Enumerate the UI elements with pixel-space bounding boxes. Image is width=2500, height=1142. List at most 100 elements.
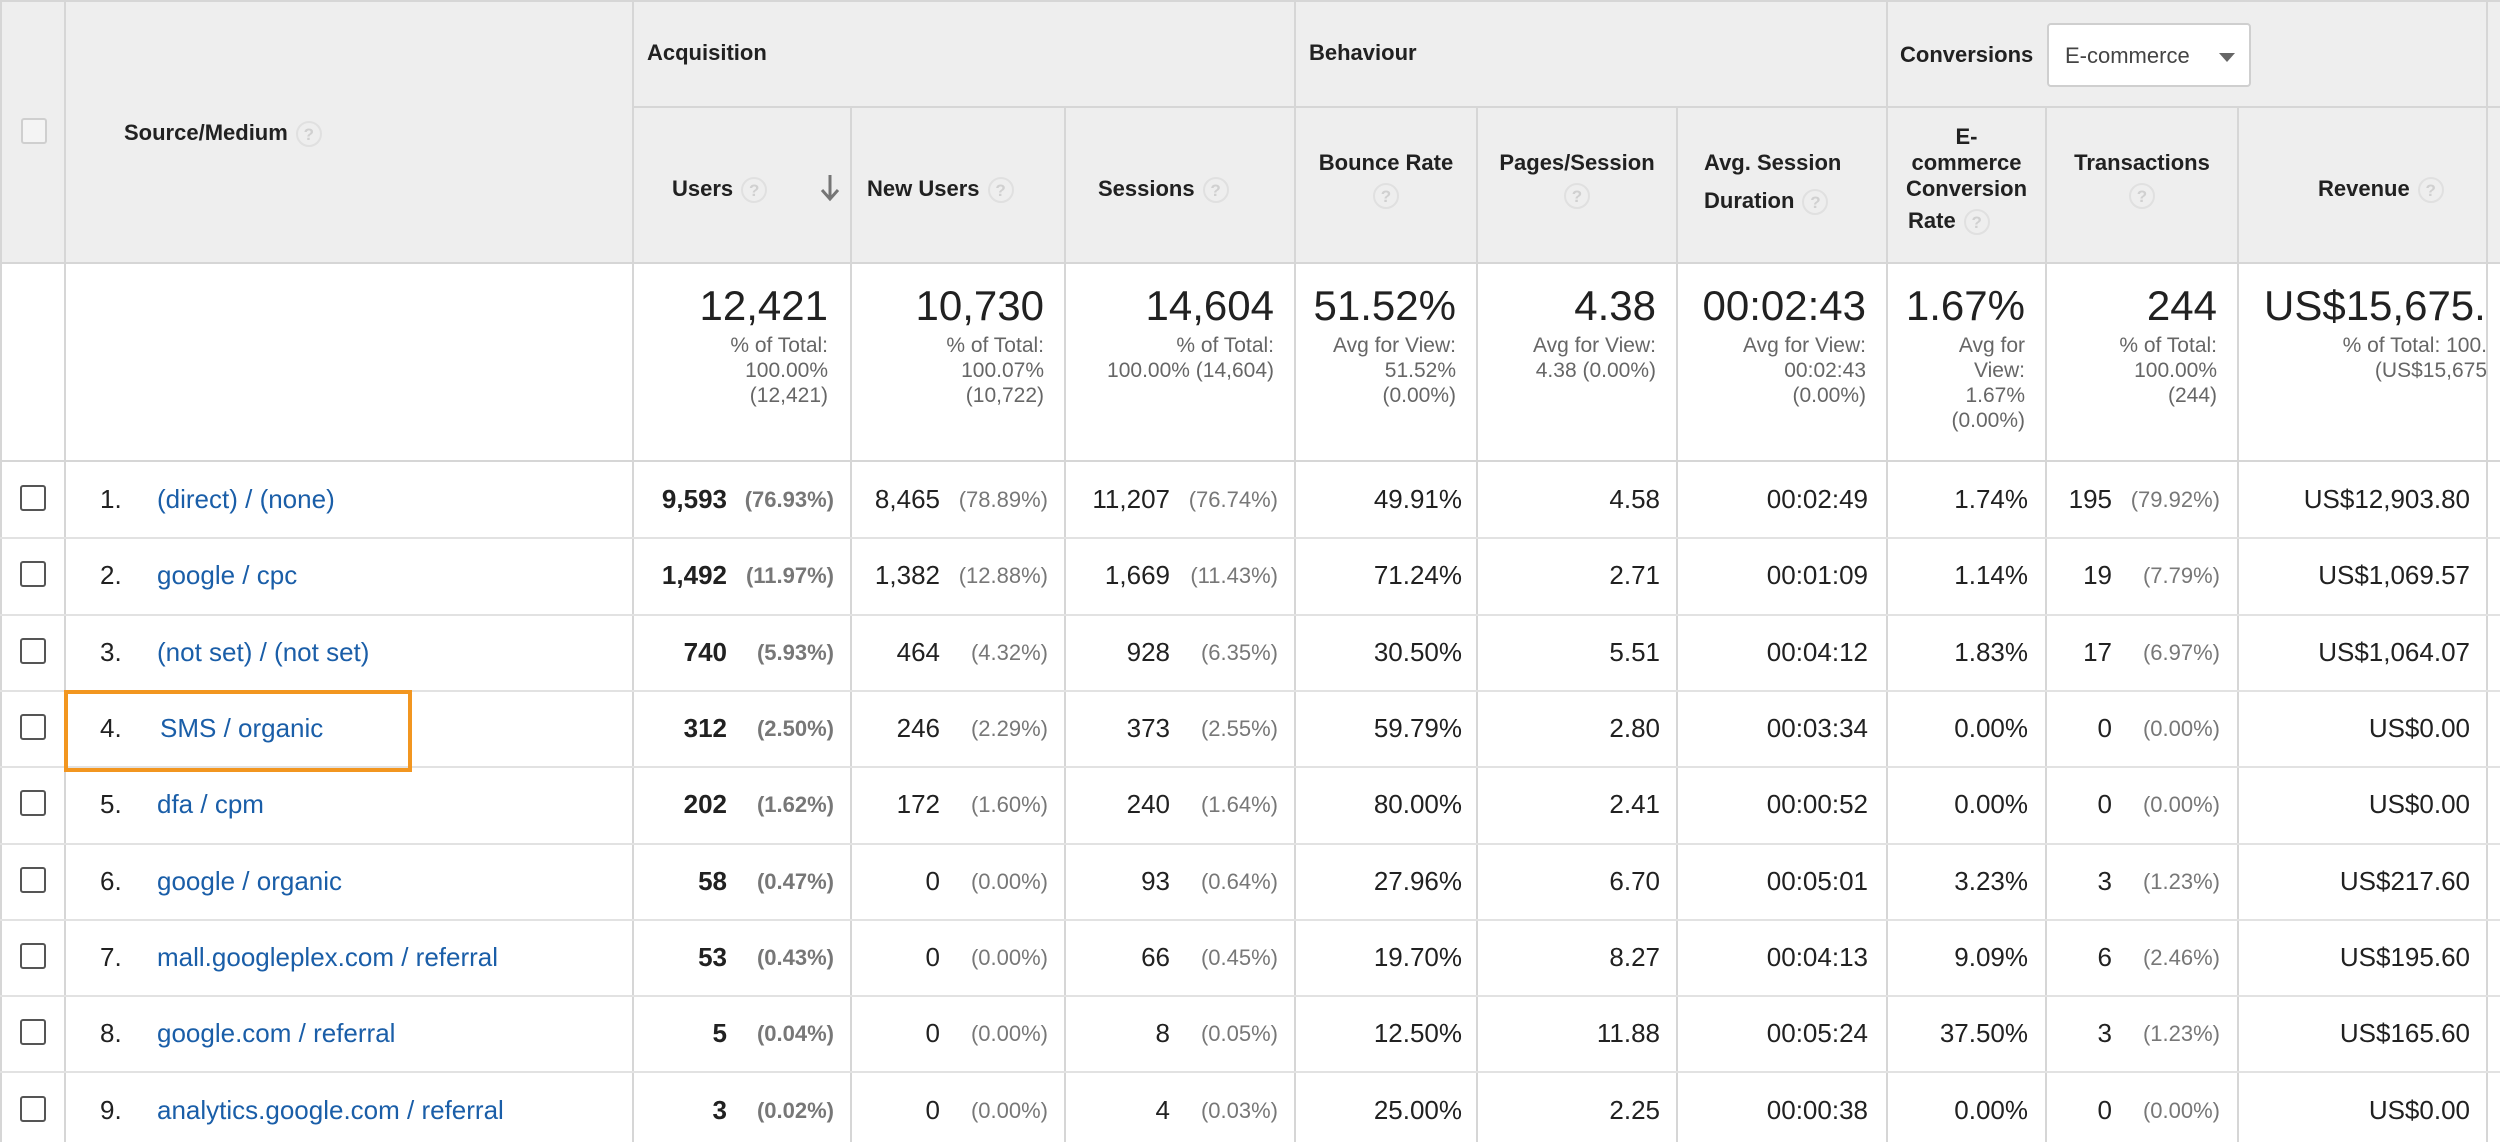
cell-new-users-percent: (0.00%): [970, 944, 1048, 970]
cell-sessions-percent: (1.64%): [1200, 792, 1278, 818]
select-all-checkbox[interactable]: [21, 118, 47, 144]
column-header-transactions[interactable]: Transactions ?: [2047, 150, 2237, 210]
cell-new-users-percent: (4.32%): [970, 639, 1048, 665]
group-acquisition: Acquisition: [647, 40, 767, 65]
row-number: 7.: [100, 941, 122, 972]
cell-new-users: 0: [925, 1094, 940, 1125]
cell-ecr: 1.83%: [1954, 636, 2028, 667]
help-icon[interactable]: ?: [2417, 177, 2444, 204]
row-number: 9.: [100, 1094, 122, 1125]
cell-rev: US$1,064.07: [2318, 636, 2470, 667]
group-conversions: Conversions: [1900, 42, 2034, 67]
cell-new-users-percent: (78.89%): [958, 487, 1048, 513]
cell-dur: 00:03:34: [1766, 713, 1868, 744]
cell-trans: 3: [2097, 865, 2112, 896]
total-pages-session-note: Avg for View: 4.38 (0.00%): [1533, 334, 1656, 382]
cell-new-users: 464: [896, 636, 940, 667]
cell-new-users-percent: (1.60%): [970, 792, 1048, 818]
source-medium-link[interactable]: google.com / referral: [157, 1018, 396, 1049]
cell-new-users: 0: [925, 1018, 940, 1049]
source-medium-link[interactable]: mall.googleplex.com / referral: [157, 941, 499, 972]
sort-descending-icon[interactable]: [818, 173, 842, 203]
column-header-new-users[interactable]: New Users?: [867, 176, 1014, 204]
cell-users: 5: [712, 1018, 727, 1049]
column-header-avg-session-duration[interactable]: Avg. Session Duration?: [1704, 150, 1874, 216]
row-checkbox[interactable]: [20, 485, 46, 512]
source-medium-link[interactable]: google / organic: [157, 865, 343, 896]
total-users: 12,421: [699, 282, 828, 329]
row-checkbox[interactable]: [20, 714, 46, 741]
row-checkbox[interactable]: [20, 1019, 46, 1046]
total-avg-session-duration-note: Avg for View: 00:02:43 (0.00%): [1743, 334, 1866, 407]
help-icon[interactable]: ?: [295, 121, 322, 148]
column-header-revenue[interactable]: Revenue?: [2318, 176, 2444, 204]
cell-sessions-percent: (0.03%): [1200, 1097, 1278, 1123]
row-checkbox[interactable]: [20, 866, 46, 893]
conversion-type-select[interactable]: E-commerce: [2047, 23, 2251, 87]
source-medium-link[interactable]: dfa / cpm: [157, 789, 264, 820]
source-medium-link[interactable]: SMS / organic: [160, 713, 324, 744]
column-header-pages-session[interactable]: Pages/Session ?: [1478, 150, 1676, 210]
total-transactions-note: % of Total: 100.00% (244): [2119, 334, 2217, 407]
column-header-label-line3: Conversion: [1905, 176, 2028, 201]
cell-new-users-percent: (0.00%): [970, 1097, 1048, 1123]
cell-trans-percent: (0.00%): [2142, 1097, 2220, 1123]
column-header-users[interactable]: Users?: [672, 176, 768, 204]
cell-sessions-percent: (0.05%): [1200, 1021, 1278, 1047]
cell-trans: 17: [2083, 636, 2112, 667]
cell-sessions: 4: [1155, 1094, 1170, 1125]
source-medium-link[interactable]: google / cpc: [157, 560, 298, 591]
help-icon[interactable]: ?: [1802, 189, 1829, 216]
source-medium-link[interactable]: analytics.google.com / referral: [157, 1094, 504, 1125]
cell-trans-percent: (79.92%): [2130, 487, 2220, 513]
cell-rev: US$1,069.57: [2318, 560, 2470, 591]
totals-row: [0, 264, 2500, 460]
conversion-type-value: E-commerce: [2065, 43, 2190, 68]
column-header-label: Bounce Rate: [1318, 150, 1454, 175]
cell-users-percent: (0.04%): [756, 1021, 834, 1047]
help-icon[interactable]: ?: [1202, 177, 1229, 204]
column-header-label: New Users: [867, 176, 980, 201]
total-bounce-rate: 51.52%: [1313, 282, 1456, 329]
help-icon[interactable]: ?: [1963, 209, 1990, 236]
cell-pages: 2.71: [1609, 560, 1660, 591]
cell-sessions: 11,207: [1092, 484, 1170, 515]
cell-rev: US$195.60: [2339, 941, 2470, 972]
column-header-label-line1: Avg. Session: [1704, 150, 1842, 175]
row-checkbox[interactable]: [20, 637, 46, 664]
column-header-bounce-rate[interactable]: Bounce Rate ?: [1296, 150, 1476, 210]
cell-trans-percent: (1.23%): [2142, 1021, 2220, 1047]
row-checkbox[interactable]: [20, 790, 46, 817]
cell-pages: 5.51: [1609, 636, 1660, 667]
cell-users: 9,593: [661, 484, 727, 515]
source-medium-link[interactable]: (direct) / (none): [157, 484, 335, 515]
total-ecommerce-conversion-rate-note: Avg for View: 1.67% (0.00%): [1951, 334, 2025, 432]
help-icon[interactable]: ?: [1373, 183, 1399, 210]
cell-sessions-percent: (76.74%): [1188, 487, 1278, 513]
row-number: 8.: [100, 1018, 122, 1049]
help-icon[interactable]: ?: [741, 177, 768, 204]
column-header-source-medium[interactable]: Source/Medium?: [124, 120, 322, 148]
row-number: 1.: [100, 484, 122, 515]
cell-ecr: 9.09%: [1954, 941, 2028, 972]
row-checkbox[interactable]: [20, 1095, 46, 1122]
total-ecommerce-conversion-rate: 1.67%: [1905, 282, 2025, 329]
help-icon[interactable]: ?: [987, 177, 1014, 204]
total-pages-session: 4.38: [1574, 282, 1656, 329]
cell-pages: 2.25: [1609, 1094, 1660, 1125]
cell-sessions-percent: (6.35%): [1200, 639, 1278, 665]
total-sessions: 14,604: [1145, 282, 1274, 329]
source-medium-link[interactable]: (not set) / (not set): [157, 636, 370, 667]
column-header-sessions[interactable]: Sessions?: [1098, 176, 1229, 204]
cell-new-users-percent: (12.88%): [958, 563, 1048, 589]
row-checkbox[interactable]: [20, 561, 46, 588]
row-number: 5.: [100, 789, 122, 820]
cell-ecr: 1.14%: [1954, 560, 2028, 591]
cell-users: 53: [698, 941, 727, 972]
column-header-ecommerce-conversion-rate[interactable]: E- commerce Conversion Rate?: [1888, 124, 2045, 236]
help-icon[interactable]: ?: [1564, 183, 1590, 210]
help-icon[interactable]: ?: [2129, 183, 2155, 210]
cell-dur: 00:05:01: [1766, 865, 1868, 896]
row-checkbox[interactable]: [20, 942, 46, 969]
